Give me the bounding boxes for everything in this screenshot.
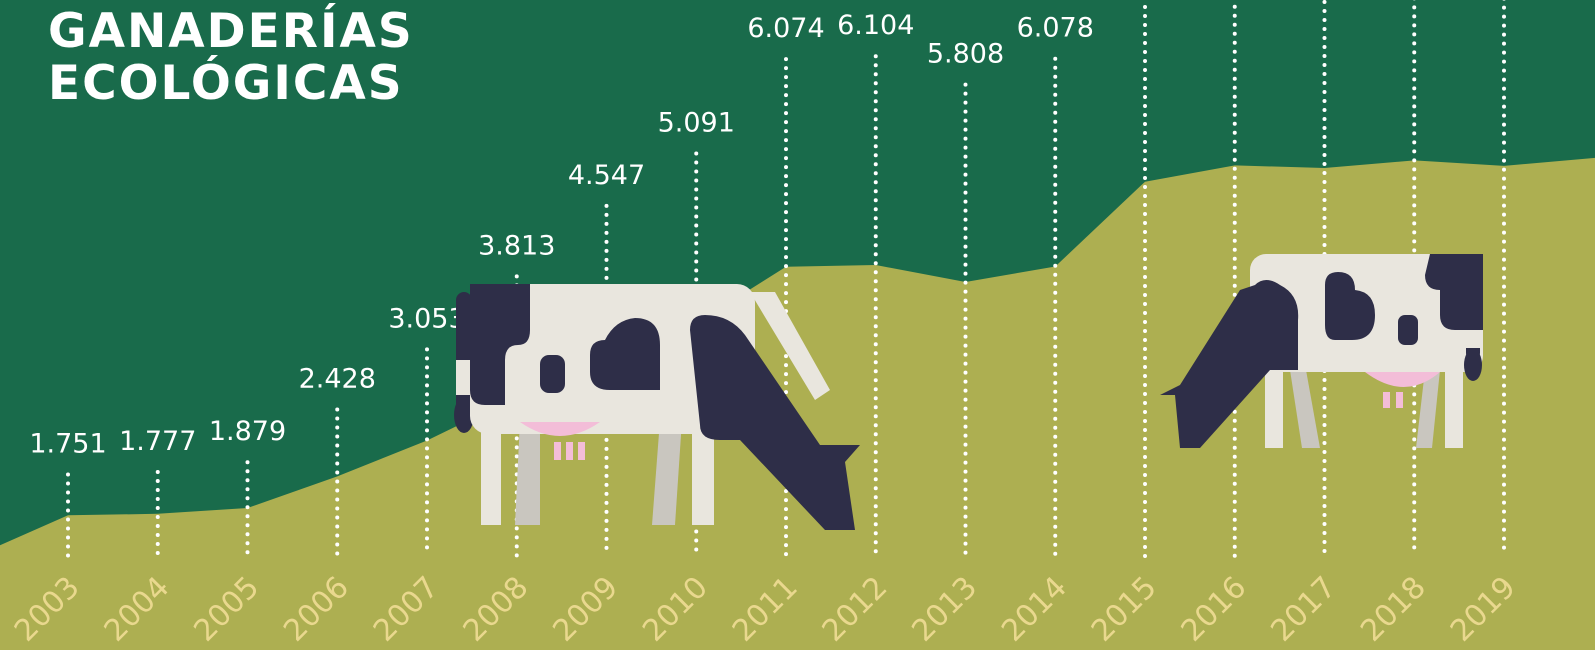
value-label-2010: 5.091 [658,108,735,139]
value-label-2007: 3.053 [388,303,465,334]
value-label-2012: 6.104 [837,10,914,41]
value-label-2006: 2.428 [299,363,376,394]
cow-icon [454,284,860,530]
value-label-2009: 4.547 [568,160,645,191]
value-label-2014: 6.078 [1017,13,1094,44]
chart-title-line-2: ECOLÓGICAS [48,56,404,111]
area-series [0,157,1595,650]
value-label-2005: 1.879 [209,416,286,447]
value-label-2004: 1.777 [119,426,196,457]
value-label-2011: 6.074 [747,13,824,44]
value-label-2013: 5.808 [927,39,1004,70]
cow-icon [1160,254,1483,448]
value-labels: 1.751 1.777 1.879 2.428 3.053 3.813 4.547 5.091… [29,10,1094,460]
chart-title-line-1: GANADERÍAS [48,4,414,59]
value-label-2008: 3.813 [478,230,555,261]
chart-title: GANADERÍAS ECOLÓGICAS [48,6,414,110]
value-label-2003: 1.751 [29,429,106,460]
